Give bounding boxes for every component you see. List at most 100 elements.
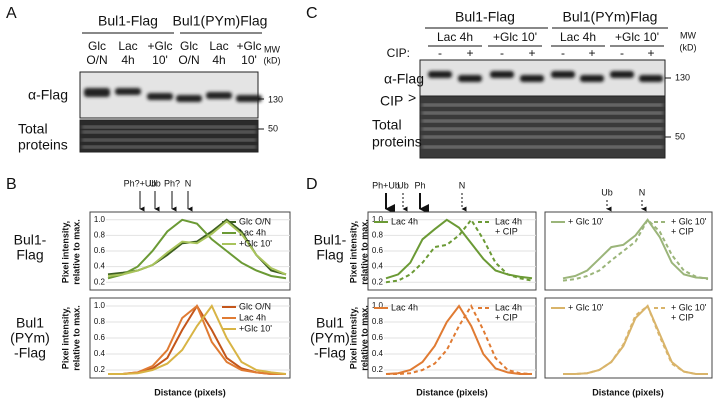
y-tick-label: 1.0	[372, 215, 384, 224]
row-label: -Flag	[14, 345, 46, 361]
mw-marker: 50	[268, 123, 278, 133]
mw-marker: 50	[675, 131, 685, 141]
y-axis-label: relative to max.	[71, 305, 81, 371]
construct-header: Bul1(PYm)Flag	[563, 9, 658, 25]
y-tick-label: 0.2	[94, 277, 106, 286]
panel-label: B	[6, 176, 17, 193]
y-tick-label: 0.8	[94, 317, 106, 326]
legend-label: + CIP	[671, 226, 694, 236]
row-label: -Flag	[314, 345, 346, 361]
blot-band	[458, 75, 482, 82]
total-band	[422, 112, 663, 114]
profile-line	[385, 218, 533, 284]
total-band	[82, 126, 256, 128]
legend-label: + Glc 10'	[568, 216, 604, 226]
arrow-label: Ub	[601, 187, 613, 197]
blot-band	[206, 92, 232, 99]
x-axis-label: Distance (pixels)	[416, 387, 488, 397]
lane-label: 4h	[212, 53, 225, 67]
legend-label: Lac 4h	[391, 302, 418, 312]
blot-band	[551, 71, 575, 78]
y-axis-label: Pixel intensity,	[60, 221, 70, 283]
construct-header: Bul1-Flag	[455, 9, 515, 25]
cip-sign: +	[528, 46, 535, 60]
blot-band	[115, 88, 141, 95]
arrow-label: N	[459, 180, 466, 190]
row-label: Bul1-	[314, 232, 347, 248]
total-band	[422, 136, 663, 138]
y-axis-label: Pixel intensity,	[348, 307, 358, 369]
y-tick-label: 0.4	[372, 349, 384, 358]
blot-label: α-Flag	[28, 87, 68, 103]
blot-label: proteins	[372, 134, 422, 150]
y-tick-label: 0.8	[372, 317, 384, 326]
panel-label: A	[6, 5, 17, 22]
blot-label: Total	[372, 117, 402, 133]
row-label: Bul1	[316, 315, 344, 331]
y-axis-label: Pixel intensity,	[348, 221, 358, 283]
y-tick-label: 1.0	[372, 301, 384, 310]
mw-label: MW	[264, 44, 280, 54]
cip-label: CIP:	[387, 46, 410, 60]
legend-label: Glc O/N	[239, 301, 271, 311]
lane-label: O/N	[178, 53, 199, 67]
y-tick-label: 0.4	[94, 349, 106, 358]
cip-sign: +	[466, 46, 473, 60]
arrow-label: Ub	[149, 178, 161, 188]
total-band	[82, 146, 256, 148]
y-tick-label: 0.8	[372, 231, 384, 240]
legend-label: + Glc 10'	[671, 302, 707, 312]
legend-label: Lac 4h	[391, 216, 418, 226]
lane-label: +Glc 10'	[615, 30, 659, 44]
y-axis-label: relative to max.	[71, 219, 81, 285]
arrow-label: Ph	[414, 180, 425, 190]
lane-label: 10'	[152, 53, 168, 67]
profile-line	[562, 218, 709, 282]
y-tick-label: 0.8	[94, 231, 106, 240]
y-tick-label: 0.2	[372, 277, 384, 286]
cip-sign: -	[500, 46, 504, 60]
total-band	[82, 131, 256, 133]
total-band	[82, 139, 256, 141]
mw-marker: 130	[268, 94, 283, 104]
row-label: Bul1-	[14, 232, 47, 248]
arrow-label: Ph?	[164, 178, 180, 188]
mw-label: MW	[680, 30, 696, 40]
mw-label: (kD)	[680, 42, 697, 52]
arrow-label: N	[639, 187, 646, 197]
construct-header: Bul1-Flag	[98, 13, 158, 29]
lane-label: Glc	[180, 39, 198, 53]
y-tick-label: 0.6	[372, 333, 384, 342]
total-band	[422, 104, 663, 106]
y-tick-label: 0.4	[372, 262, 384, 271]
legend-label: Lac 4h	[495, 216, 522, 226]
profile-line	[385, 304, 532, 375]
blot-label: proteins	[18, 137, 68, 153]
legend-label: Lac 4h	[495, 302, 522, 312]
lane-label: +Glc	[147, 39, 172, 53]
legend-label: Lac 4h	[239, 312, 266, 322]
cip-sign: -	[438, 46, 442, 60]
y-tick-label: 0.6	[372, 246, 384, 255]
profile-line	[563, 304, 708, 375]
row-label: (PYm)	[310, 330, 350, 346]
cip-sign: +	[588, 46, 595, 60]
legend-label: +Glc 10'	[239, 238, 272, 248]
y-tick-label: 0.6	[94, 246, 106, 255]
profile-line	[107, 218, 287, 280]
y-tick-label: 0.2	[372, 365, 384, 374]
legend-label: Lac 4h	[239, 227, 266, 237]
y-axis-label: relative to max.	[359, 219, 369, 285]
profile-line	[108, 304, 287, 375]
lane-label: Lac	[118, 39, 137, 53]
legend-label: + CIP	[671, 312, 694, 322]
blot-band	[428, 71, 452, 78]
total-band	[422, 120, 663, 122]
legend-label: + Glc 10'	[671, 216, 707, 226]
blot-band	[639, 75, 663, 82]
y-tick-label: 0.6	[94, 333, 106, 342]
lane-label: +Glc 10'	[493, 30, 537, 44]
